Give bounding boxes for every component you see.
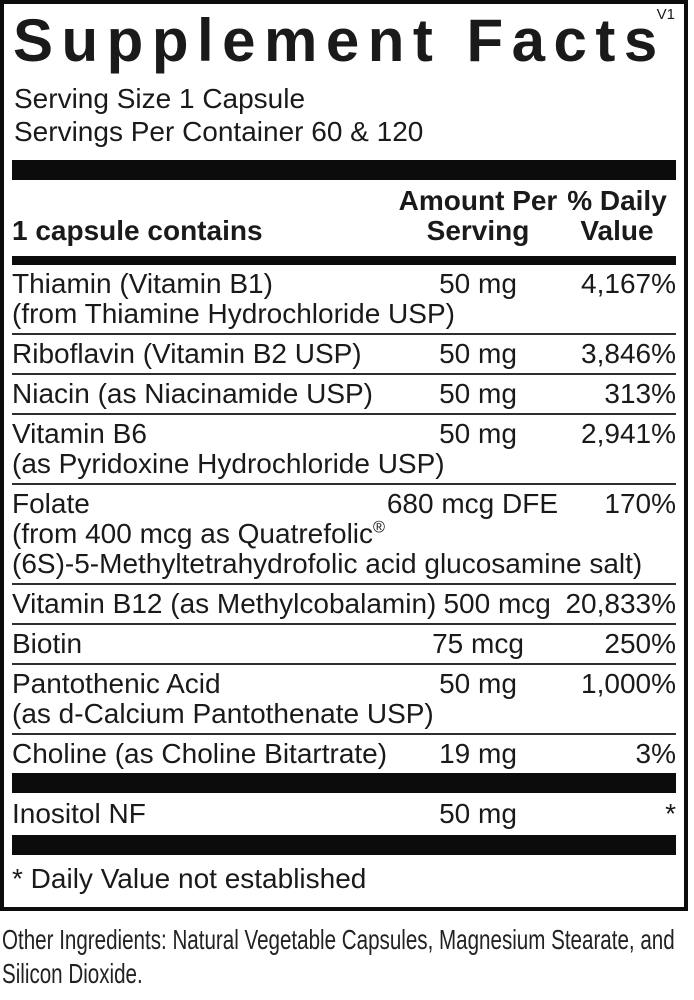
nutrient-row-inositol: Inositol NF 50 mg * — [12, 793, 676, 835]
nutrient-amount: 50 mg — [439, 668, 517, 699]
nutrient-rows: Thiamin (Vitamin B1) 50 mg 4,167% (from … — [12, 265, 676, 773]
nutrient-daily-value: * — [665, 798, 676, 829]
other-ingredients: Other Ingredients: Natural Vegetable Cap… — [2, 924, 675, 989]
nutrient-sublines: (as Pyridoxine Hydrochloride USP) — [12, 449, 676, 479]
nutrient-name: Riboflavin (Vitamin B2 USP) — [12, 338, 362, 369]
header-divider — [12, 256, 676, 265]
nutrient-row: Folate 680 mcg DFE 170% (from 400 mcg as… — [12, 483, 676, 583]
nutrient-daily-value: 170% — [604, 488, 676, 519]
nutrient-row-main: Riboflavin (Vitamin B2 USP) 50 mg 3,846% — [12, 339, 676, 369]
nutrient-subline: (from 400 mcg as Quatrefolic® — [12, 518, 385, 549]
nutrient-subline: (as Pyridoxine Hydrochloride USP) — [12, 448, 445, 479]
table-header: 1 capsule contains Amount Per Serving % … — [12, 180, 676, 256]
nutrient-daily-value: 3,846% — [581, 338, 676, 369]
nutrient-daily-value: 2,941% — [581, 418, 676, 449]
dv-header-line2: Value — [580, 215, 654, 246]
nutrient-amount: 50 mg — [439, 798, 517, 829]
nutrient-name: Biotin — [12, 628, 83, 659]
nutrient-row-main: Vitamin B12 (as Methylcobalamin) 500 mcg… — [12, 589, 676, 619]
serving-size: Serving Size 1 Capsule — [14, 83, 306, 114]
nutrient-amount: 75 mcg — [432, 628, 524, 659]
nutrient-name: Inositol NF — [12, 798, 146, 829]
amount-header-line1: Amount Per — [398, 185, 558, 216]
page-title: Supplement Facts — [13, 7, 666, 74]
amount-header-line2: Serving — [426, 215, 530, 246]
nutrient-row: Biotin 75 mcg 250% — [12, 623, 676, 663]
nutrient-name: Pantothenic Acid — [12, 668, 221, 699]
nutrient-row-main: Niacin (as Niacinamide USP) 50 mg 313% — [12, 379, 676, 409]
nutrient-row-main: Biotin 75 mcg 250% — [12, 629, 676, 659]
nutrient-daily-value: 4,167% — [581, 268, 676, 299]
nutrient-daily-value: 3% — [635, 738, 676, 769]
nutrient-daily-value: 1,000% — [581, 668, 676, 699]
nutrient-row: Riboflavin (Vitamin B2 USP) 50 mg 3,846% — [12, 333, 676, 373]
servings-per-container: Servings Per Container 60 & 120 — [14, 116, 424, 147]
version-tag: V1 — [656, 6, 675, 23]
nutrient-row-main: Thiamin (Vitamin B1) 50 mg 4,167% — [12, 269, 676, 299]
footnote: * Daily Value not established — [12, 863, 367, 894]
nutrient-sublines: (from 400 mcg as Quatrefolic® (6S)-5-Meth… — [12, 519, 676, 579]
nutrient-sublines: (as d-Calcium Pantothenate USP) — [12, 699, 676, 729]
nutrient-row-main: Inositol NF 50 mg * — [12, 799, 676, 829]
nutrient-subline: (as d-Calcium Pantothenate USP) — [12, 698, 434, 729]
nutrient-row: Pantothenic Acid 50 mg 1,000% (as d-Calc… — [12, 663, 676, 733]
column-header-amount-per-serving: Amount Per Serving — [398, 186, 558, 246]
nutrient-row-main: Pantothenic Acid 50 mg 1,000% — [12, 669, 676, 699]
nutrient-amount: 50 mg — [439, 338, 517, 369]
nutrient-row: Vitamin B12 (as Methylcobalamin) 500 mcg… — [12, 583, 676, 623]
nutrient-amount: 19 mg — [439, 738, 517, 769]
dv-header-line1: % Daily — [567, 185, 667, 216]
nutrient-row: Vitamin B6 50 mg 2,941% (as Pyridoxine H… — [12, 413, 676, 483]
nutrient-amount: 50 mg — [439, 378, 517, 409]
nutrient-subline: (from Thiamine Hydrochloride USP) — [12, 298, 455, 329]
nutrient-daily-value: 313% — [604, 378, 676, 409]
thick-divider-top — [12, 160, 676, 180]
nutrient-amount: 50 mg — [439, 268, 517, 299]
nutrient-row-main: Folate 680 mcg DFE 170% — [12, 489, 676, 519]
supplement-facts-label: V1 Supplement Facts Serving Size 1 Capsu… — [0, 0, 688, 911]
thick-divider-mid — [12, 773, 676, 793]
nutrient-amount: 680 mcg DFE — [386, 488, 558, 519]
nutrient-subline: (6S)-5-Methyltetrahydrofolic acid glucos… — [12, 548, 643, 579]
nutrient-name: Choline (as Choline Bitartrate) — [12, 738, 388, 769]
nutrient-sublines: (from Thiamine Hydrochloride USP) — [12, 299, 676, 329]
nutrient-name: Folate — [12, 488, 90, 519]
nutrient-name: Vitamin B12 (as Methylcobalamin) — [12, 588, 437, 619]
label-content: Supplement Facts Serving Size 1 Capsule … — [4, 10, 684, 907]
thick-divider-bottom — [12, 835, 676, 855]
nutrient-name: Vitamin B6 — [12, 418, 147, 449]
nutrient-daily-value: 250% — [604, 628, 676, 659]
nutrient-row-main: Choline (as Choline Bitartrate) 19 mg 3% — [12, 739, 676, 769]
nutrient-row: Thiamin (Vitamin B1) 50 mg 4,167% (from … — [12, 265, 676, 333]
nutrient-name: Thiamin (Vitamin B1) — [12, 268, 273, 299]
nutrient-row: Niacin (as Niacinamide USP) 50 mg 313% — [12, 373, 676, 413]
nutrient-amount: 500 mcg — [443, 588, 551, 619]
registered-trademark-symbol: ® — [373, 518, 385, 537]
nutrient-name: Niacin (as Niacinamide USP) — [12, 378, 374, 409]
column-header-daily-value: % Daily Value — [558, 186, 676, 246]
nutrient-amount: 50 mg — [439, 418, 517, 449]
nutrient-row-main: Vitamin B6 50 mg 2,941% — [12, 419, 676, 449]
nutrient-row: Choline (as Choline Bitartrate) 19 mg 3% — [12, 733, 676, 773]
nutrient-daily-value: 20,833% — [565, 588, 676, 619]
column-header-contains: 1 capsule contains — [12, 215, 263, 246]
